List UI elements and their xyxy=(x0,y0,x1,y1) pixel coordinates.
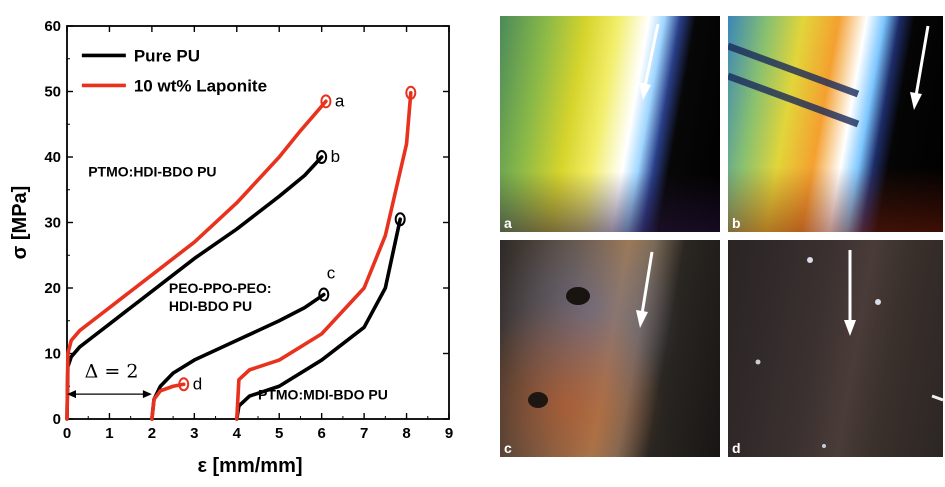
arrow-head-icon xyxy=(636,310,648,328)
x-tick-label: 9 xyxy=(445,425,453,442)
y-axis-label: σ [MPa] xyxy=(9,186,31,260)
failure-point-marker xyxy=(405,85,417,100)
failure-point-marker xyxy=(320,94,332,109)
series-line xyxy=(234,91,413,421)
particle xyxy=(875,299,881,305)
micrograph-b: b xyxy=(728,16,943,232)
legend-label: 10 wt% Laponite xyxy=(134,76,267,95)
series-line xyxy=(65,99,328,421)
failure-point-marker xyxy=(178,377,190,392)
x-tick-label: 2 xyxy=(148,425,156,442)
micrograph-a: a xyxy=(500,16,720,232)
photo-label: c xyxy=(504,440,512,456)
x-tick-label: 0 xyxy=(63,425,71,442)
x-axis-label: ε [mm/mm] xyxy=(197,455,302,477)
arrow-icon xyxy=(639,23,660,100)
y-tick-label: 60 xyxy=(44,18,61,35)
defect-spot xyxy=(566,287,590,305)
y-tick-label: 50 xyxy=(44,84,61,101)
legend-label: Pure PU xyxy=(134,46,200,65)
y-tick-label: 20 xyxy=(44,280,61,297)
polymer-annotation: PTMO:HDI-BDO PU xyxy=(88,164,216,180)
polymer-annotation: PTMO:MDI-BDO PU xyxy=(258,386,388,402)
failure-point-marker xyxy=(316,150,328,164)
stress-strain-chart: 0 1 2 3 4 5 6 7 8 9 0 10 20 30 40 50 60 ε [mm/mm] σ [MPa] b… xyxy=(9,18,453,477)
series-line xyxy=(150,382,186,421)
curve-letter-label: d xyxy=(193,374,202,393)
band-line xyxy=(728,72,860,128)
curve-letter-label: c xyxy=(327,264,336,283)
arrow-head-icon xyxy=(910,92,922,110)
curve-letter-label: b xyxy=(331,147,340,166)
x-tick-label: 7 xyxy=(360,425,368,442)
polymer-annotation: HDI-BDO PU xyxy=(169,298,252,314)
offset-annotation: Δ = 2 xyxy=(85,361,139,383)
polymer-annotation: PEO-PPO-PEO: xyxy=(169,280,272,296)
failure-point-marker xyxy=(318,287,330,302)
bright-streak xyxy=(931,394,943,402)
failure-point-marker xyxy=(394,212,406,227)
particle xyxy=(755,359,761,365)
y-tick-label: 40 xyxy=(44,149,61,166)
x-tick-label: 1 xyxy=(105,425,113,442)
arrow-icon xyxy=(914,25,930,97)
series-line xyxy=(234,217,402,421)
y-tick-label: 10 xyxy=(44,346,61,363)
offset-arrow-left-head xyxy=(67,390,76,399)
particle xyxy=(807,257,813,263)
arrow-head-icon xyxy=(844,320,856,336)
band-line xyxy=(728,42,860,98)
series-line xyxy=(65,155,324,421)
x-tick-label: 4 xyxy=(233,425,242,442)
x-tick-label: 5 xyxy=(275,425,283,442)
particle xyxy=(822,444,826,448)
photo-label: a xyxy=(504,215,512,231)
offset-arrow-right-head xyxy=(142,390,152,399)
arrow-icon xyxy=(640,251,654,315)
y-tick-label: 0 xyxy=(53,411,61,428)
y-tick-label: 30 xyxy=(44,215,61,232)
defect-spot xyxy=(528,392,548,408)
micrograph-d: d xyxy=(728,240,943,457)
photo-label: d xyxy=(732,440,741,456)
x-tick-label: 8 xyxy=(402,425,410,442)
curve-letter-label: a xyxy=(335,91,345,110)
x-tick-label: 6 xyxy=(317,425,325,442)
x-tick-label: 3 xyxy=(190,425,198,442)
micrograph-c: c xyxy=(500,240,720,457)
photo-label: b xyxy=(732,215,741,231)
